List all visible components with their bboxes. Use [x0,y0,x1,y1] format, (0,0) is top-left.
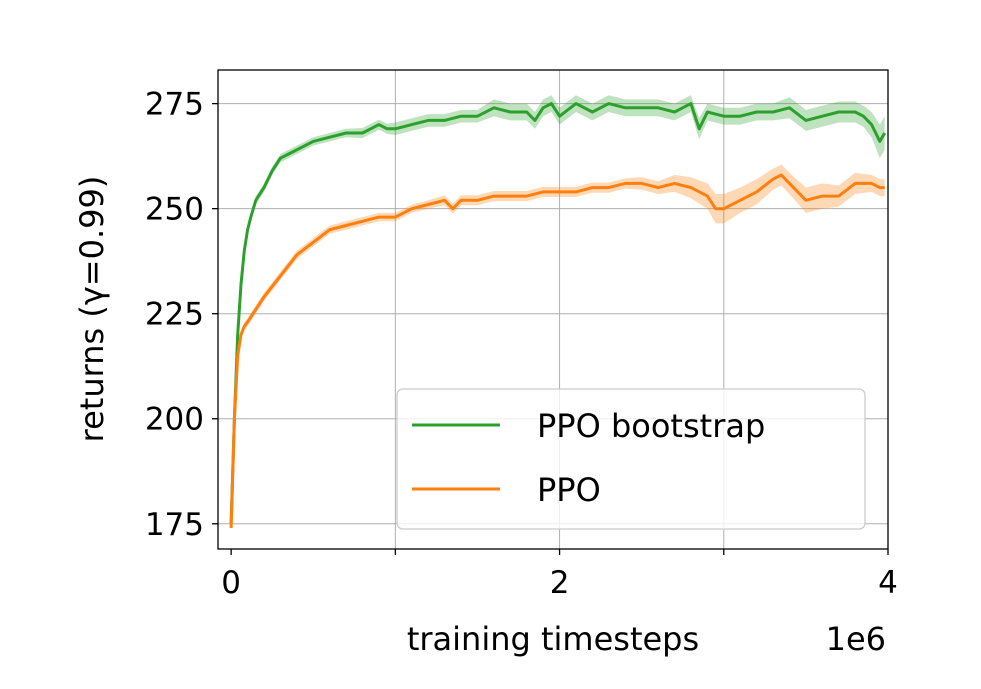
x-tick-label: 2 [550,565,570,601]
legend-label-ppo-bootstrap: PPO bootstrap [537,407,765,445]
confidence-band-ppo [231,164,885,533]
series-line-ppo-bootstrap [229,102,886,524]
y-tick-label: 200 [145,402,204,438]
plot-frame [217,69,889,550]
y-tick-label: 175 [145,507,204,543]
series-line-ppo [229,173,885,529]
legend-label-ppo: PPO [537,471,601,509]
x-tick-label: 4 [878,565,898,601]
y-tick-label: 275 [145,87,204,123]
confidence-bands [231,95,885,533]
y-tick-label: 250 [145,192,204,228]
legend: PPO bootstrap PPO [396,388,866,530]
series-lines [229,102,886,529]
legend-box [396,388,866,530]
x-axis-multiplier: 1e6 [826,620,886,658]
y-tick-label: 225 [145,297,204,333]
y-axis-title: returns (γ=0.99) [73,176,111,443]
x-axis-title: training timesteps [407,620,699,658]
axis-ticks: 0 2 4 175 200 225 250 275 [145,87,898,601]
x-tick-label: 0 [221,565,241,601]
